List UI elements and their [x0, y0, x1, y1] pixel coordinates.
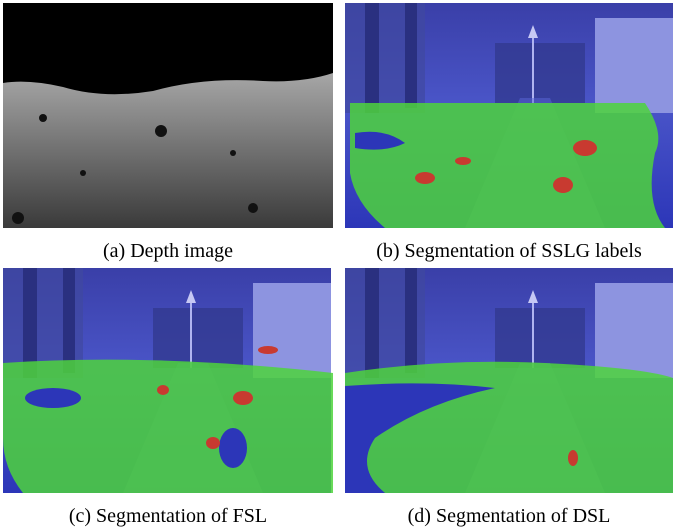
caption: (b) Segmentation of SSLG labels: [376, 240, 642, 262]
depth-image: [3, 3, 333, 228]
figure: (a) Depth image (b) Segmentation of SSLG…: [0, 0, 674, 527]
caption: (d) Segmentation of DSL: [408, 505, 611, 527]
dsl-segmentation: [345, 268, 673, 493]
page: {"figure": {"panels": [ {"caption": "(a)…: [0, 0, 674, 527]
sslg-segmentation: [345, 3, 673, 228]
caption: (a) Depth image: [103, 240, 233, 262]
caption: (c) Segmentation of FSL: [69, 505, 267, 527]
fsl-segmentation: [3, 268, 333, 493]
